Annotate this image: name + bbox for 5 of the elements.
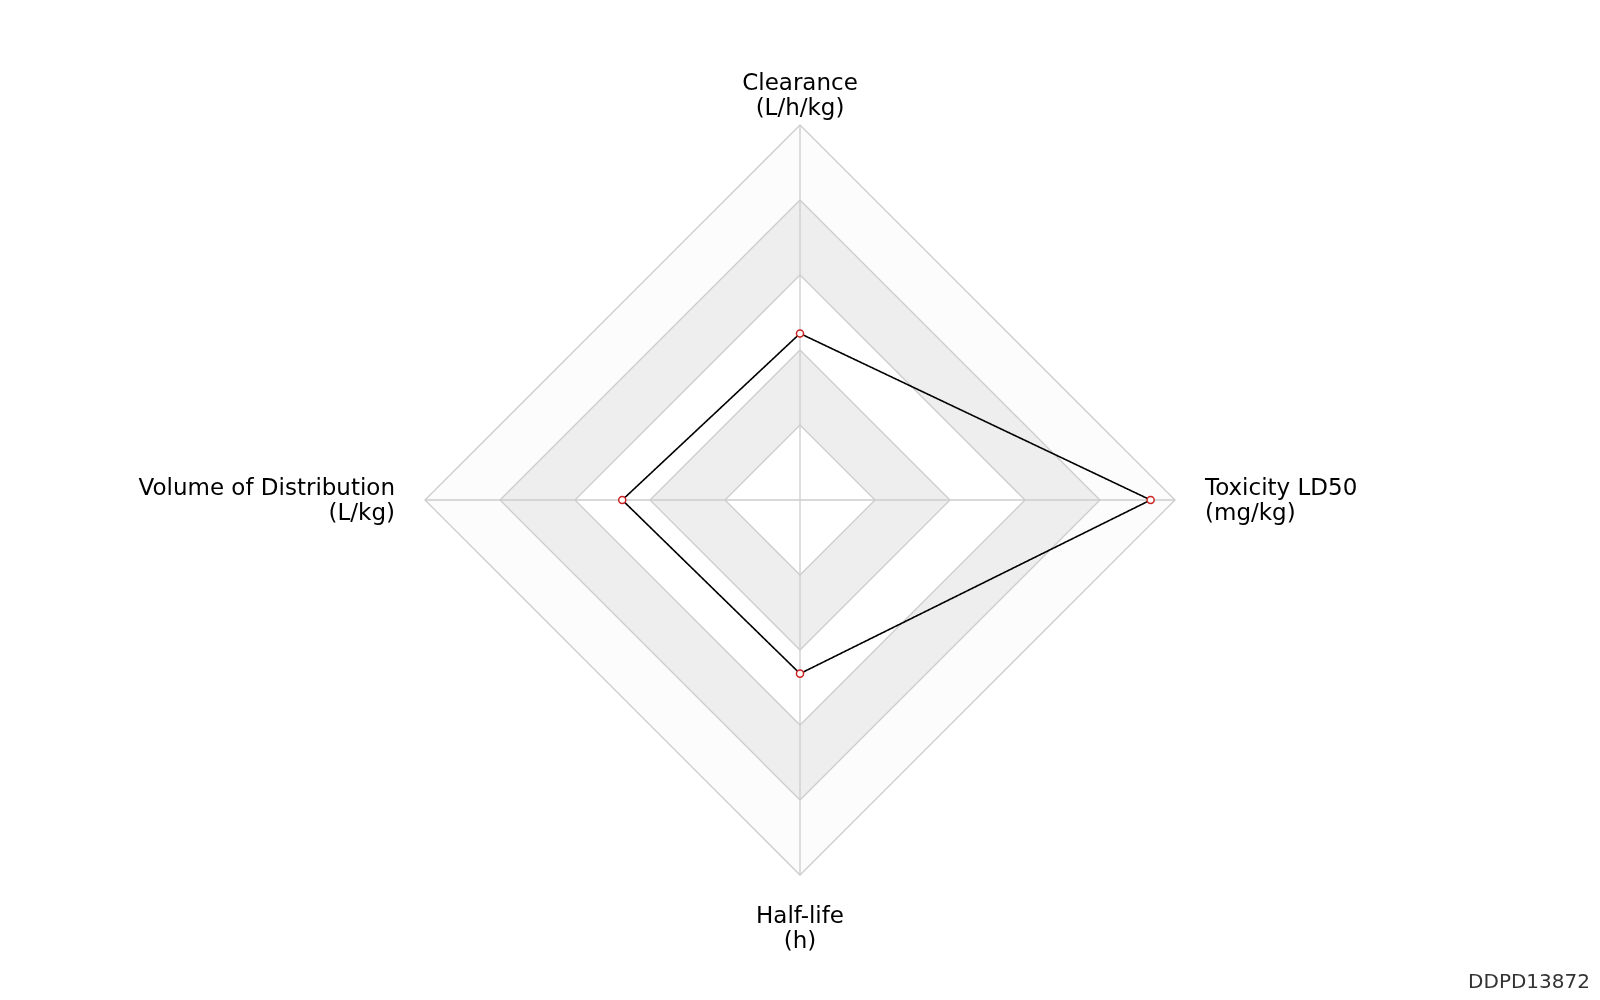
spoke-label: Half-life (h) (756, 902, 844, 953)
spoke-label: Volume of Distribution (L/kg) (138, 474, 395, 525)
spoke-label: Clearance (L/h/kg) (742, 69, 858, 120)
text: DDPD13872 (1468, 969, 1590, 993)
spoke-label: Toxicity LD50 (mg/kg) (1204, 474, 1358, 525)
